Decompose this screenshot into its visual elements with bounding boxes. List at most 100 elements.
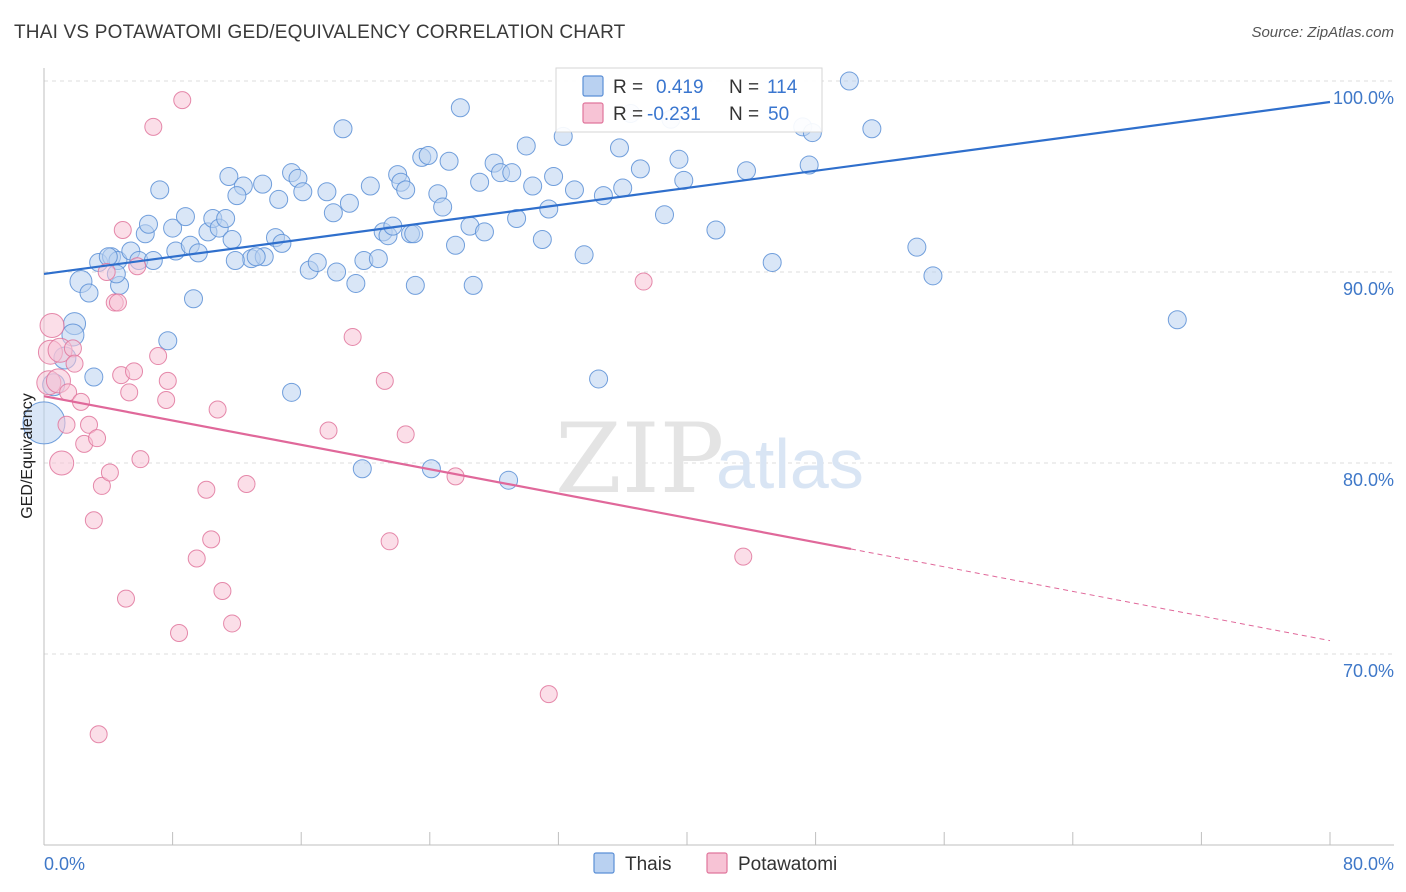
thais-point — [433, 197, 453, 217]
potawatomi-trend-extension — [850, 548, 1331, 642]
thais-point — [706, 220, 726, 240]
potawatomi-point — [125, 362, 144, 381]
thais-trend-line — [43, 100, 1331, 276]
thais-point — [839, 71, 859, 91]
thais-point — [175, 207, 195, 227]
thais-point — [630, 159, 650, 179]
bottom-legend-swatch-potawatomi — [706, 852, 728, 874]
thais-point — [339, 193, 359, 213]
thais-point — [499, 470, 519, 490]
gridlines — [44, 80, 1394, 655]
thais-point — [502, 163, 522, 183]
thais-point — [762, 252, 782, 272]
y-tick-label: 70.0% — [1343, 661, 1394, 681]
x-tick-label-min: 0.0% — [44, 854, 85, 874]
legend-r-label-thais: R = — [613, 77, 643, 98]
thais-point — [1167, 310, 1187, 330]
thais-point — [183, 289, 203, 309]
legend-r-value-thais: 0.419 — [656, 77, 704, 98]
potawatomi-point — [49, 450, 75, 476]
potawatomi-point — [734, 547, 753, 566]
thais-point — [150, 180, 170, 200]
thais-point — [450, 98, 470, 118]
potawatomi-point — [197, 480, 216, 499]
thais-point — [138, 214, 158, 234]
y-axis-label: GED/Equivalency — [19, 393, 36, 518]
y-tick-label: 90.0% — [1343, 279, 1394, 299]
legend-swatch-potawatomi — [582, 102, 604, 124]
axes — [43, 68, 1394, 846]
potawatomi-point — [100, 463, 119, 482]
thais-point — [474, 222, 494, 242]
thais-point — [405, 275, 425, 295]
thais-point — [470, 172, 490, 192]
legend-swatch-thais — [582, 75, 604, 97]
potawatomi-point — [65, 354, 84, 373]
thais-point — [346, 273, 366, 293]
thais-point — [293, 182, 313, 202]
potawatomi-point — [116, 589, 135, 608]
watermark-zip: ZIP — [555, 403, 724, 515]
potawatomi-point — [170, 623, 189, 642]
thais-point — [246, 247, 266, 267]
thais-point — [222, 230, 242, 250]
potawatomi-point — [446, 467, 465, 486]
watermark: ZIP atlas — [555, 403, 864, 515]
thais-point — [352, 459, 372, 479]
thais-points — [22, 71, 1187, 490]
potawatomi-point — [63, 339, 82, 358]
bottom-legend-label-thais: Thais — [625, 854, 671, 875]
y-tick-label: 80.0% — [1343, 470, 1394, 490]
thais-point — [523, 176, 543, 196]
y-tick-labels: 100.0% 90.0% 80.0% 70.0% — [1333, 88, 1394, 681]
potawatomi-point — [237, 475, 256, 494]
legend-n-value-potawatomi: 50 — [768, 104, 789, 125]
thais-point — [307, 252, 327, 272]
thais-point — [736, 161, 756, 181]
legend-box: R = 0.419 N = 114 R = -0.231 N = 50 — [555, 67, 823, 133]
potawatomi-point — [213, 581, 232, 600]
thais-point — [544, 167, 564, 186]
bottom-legend: Thais Potawatomi — [593, 852, 837, 875]
potawatomi-point — [343, 327, 362, 346]
thais-point — [516, 136, 536, 156]
thais-point — [799, 155, 819, 175]
thais-point — [532, 230, 552, 250]
thais-point — [574, 245, 594, 265]
bottom-legend-label-potawatomi: Potawatomi — [738, 854, 837, 875]
legend-n-value-thais: 114 — [767, 77, 798, 98]
thais-point — [227, 186, 247, 206]
thais-point — [269, 189, 289, 209]
thais-point — [219, 167, 239, 186]
thais-point — [327, 262, 347, 282]
thais-point — [418, 145, 438, 165]
legend-r-label-potawatomi: R = — [613, 104, 643, 125]
thais-point — [923, 266, 943, 286]
potawatomi-point — [144, 117, 163, 136]
watermark-atlas: atlas — [716, 425, 864, 503]
potawatomi-point — [158, 371, 177, 390]
potawatomi-point — [39, 312, 65, 338]
potawatomi-point — [57, 415, 76, 434]
potawatomi-point — [108, 293, 127, 312]
thais-point — [360, 176, 380, 196]
thais-point — [216, 209, 236, 229]
potawatomi-points — [36, 91, 753, 744]
bottom-legend-swatch-thais — [593, 852, 615, 874]
thais-point — [446, 235, 466, 255]
potawatomi-point — [202, 530, 221, 549]
potawatomi-point — [88, 429, 107, 448]
potawatomi-point — [84, 511, 103, 530]
thais-point — [396, 180, 416, 200]
thais-point — [907, 237, 927, 257]
thais-point — [564, 180, 584, 200]
potawatomi-point — [113, 220, 132, 239]
thais-point — [79, 283, 99, 303]
thais-point — [84, 367, 104, 387]
potawatomi-point — [208, 400, 227, 419]
potawatomi-point — [120, 383, 139, 402]
thais-point — [282, 382, 302, 402]
potawatomi-point — [173, 91, 192, 110]
thais-point — [507, 209, 527, 229]
source-credit: Source: ZipAtlas.com — [1251, 24, 1394, 41]
